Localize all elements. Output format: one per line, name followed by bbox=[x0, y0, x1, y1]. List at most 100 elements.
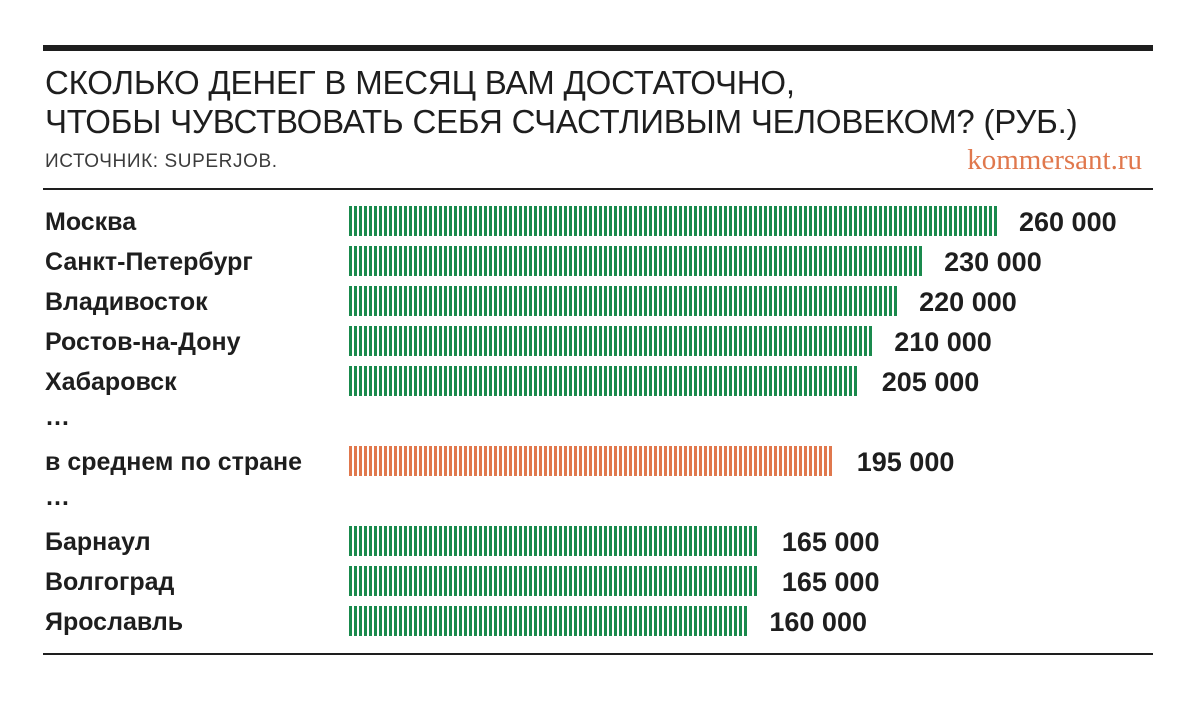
bar-stripe bbox=[524, 246, 527, 276]
bar-stripe bbox=[394, 606, 397, 636]
bar-stripe bbox=[379, 206, 382, 236]
bar-stripe bbox=[414, 526, 417, 556]
bar-stripe bbox=[819, 206, 822, 236]
bar-stripe bbox=[894, 286, 897, 316]
bar-stripe bbox=[779, 366, 782, 396]
bar-stripe bbox=[559, 286, 562, 316]
bar-stripe bbox=[529, 566, 532, 596]
bar-stripe bbox=[569, 246, 572, 276]
bar-stripe bbox=[644, 606, 647, 636]
bar-stripe bbox=[394, 566, 397, 596]
bar-stripe bbox=[474, 286, 477, 316]
bar-stripe bbox=[709, 286, 712, 316]
bar-stripe bbox=[579, 446, 582, 476]
bar-stripe bbox=[829, 366, 832, 396]
bar-stripe bbox=[889, 206, 892, 236]
bar-stripe bbox=[359, 246, 362, 276]
bar-stripe bbox=[894, 246, 897, 276]
bar-stripe bbox=[544, 606, 547, 636]
bar-stripe bbox=[814, 366, 817, 396]
bar bbox=[349, 246, 922, 276]
bar-stripe bbox=[959, 206, 962, 236]
bar-stripe bbox=[564, 606, 567, 636]
bar-stripe bbox=[839, 366, 842, 396]
bar-stripe bbox=[419, 326, 422, 356]
bar-stripe bbox=[719, 286, 722, 316]
bar-stripe bbox=[529, 206, 532, 236]
bar-stripe bbox=[354, 526, 357, 556]
bar-stripe bbox=[409, 566, 412, 596]
bar-stripe bbox=[349, 286, 352, 316]
bar-stripe bbox=[864, 326, 867, 356]
bar-stripe bbox=[614, 366, 617, 396]
bar-stripe bbox=[499, 246, 502, 276]
bar-stripe bbox=[389, 606, 392, 636]
bar-stripe bbox=[704, 206, 707, 236]
bar-stripe bbox=[624, 286, 627, 316]
bar-stripe bbox=[464, 566, 467, 596]
bar-stripe bbox=[509, 326, 512, 356]
bar-stripe bbox=[484, 446, 487, 476]
bar-stripe bbox=[829, 206, 832, 236]
bar-stripe bbox=[389, 446, 392, 476]
bar-stripe bbox=[874, 246, 877, 276]
bar-stripe bbox=[739, 526, 742, 556]
bar-stripe bbox=[539, 326, 542, 356]
bar-stripe bbox=[514, 366, 517, 396]
bar-stripe bbox=[419, 286, 422, 316]
bar-stripe bbox=[644, 366, 647, 396]
bar-stripe bbox=[714, 286, 717, 316]
bar-stripe bbox=[489, 326, 492, 356]
bar-stripe bbox=[704, 526, 707, 556]
bar-stripe bbox=[494, 206, 497, 236]
bar-stripe bbox=[989, 206, 992, 236]
bar-stripe bbox=[674, 366, 677, 396]
bar-stripe bbox=[699, 326, 702, 356]
bar-stripe bbox=[504, 606, 507, 636]
bar-stripe bbox=[599, 286, 602, 316]
bar-stripe bbox=[684, 246, 687, 276]
bar-stripe bbox=[374, 286, 377, 316]
bar-stripe bbox=[354, 606, 357, 636]
bar-stripe bbox=[879, 286, 882, 316]
bar-stripe bbox=[424, 566, 427, 596]
bar-stripe bbox=[514, 446, 517, 476]
bar-stripe bbox=[619, 526, 622, 556]
bar-stripe bbox=[429, 246, 432, 276]
bar-stripe bbox=[744, 326, 747, 356]
bar-stripe bbox=[434, 566, 437, 596]
bar-stripe bbox=[724, 206, 727, 236]
bar-stripe bbox=[609, 606, 612, 636]
bar-stripe bbox=[369, 526, 372, 556]
bar-stripe bbox=[459, 566, 462, 596]
bar-stripe bbox=[429, 606, 432, 636]
bar-stripe bbox=[744, 446, 747, 476]
bar-stripe bbox=[414, 286, 417, 316]
bar-stripe bbox=[824, 326, 827, 356]
bar-stripe bbox=[459, 606, 462, 636]
bar-stripe bbox=[729, 526, 732, 556]
bar-stripe bbox=[579, 566, 582, 596]
bar-stripe bbox=[399, 526, 402, 556]
bar-stripe bbox=[734, 606, 737, 636]
bar-stripe bbox=[564, 366, 567, 396]
bar-stripe bbox=[484, 606, 487, 636]
bar-stripe bbox=[614, 326, 617, 356]
bar-stripe bbox=[629, 246, 632, 276]
bar-stripe bbox=[444, 606, 447, 636]
bar-stripe bbox=[489, 366, 492, 396]
bar-stripe bbox=[379, 366, 382, 396]
bar-stripe bbox=[364, 326, 367, 356]
bar-stripe bbox=[619, 246, 622, 276]
bar-stripe bbox=[534, 566, 537, 596]
bar-stripe bbox=[389, 566, 392, 596]
bar-stripe bbox=[439, 526, 442, 556]
bar-stripe bbox=[579, 326, 582, 356]
bar-stripe bbox=[579, 526, 582, 556]
bar-stripe bbox=[714, 566, 717, 596]
bar-stripe bbox=[494, 246, 497, 276]
bar-stripe bbox=[574, 566, 577, 596]
value-label: 205 000 bbox=[882, 367, 980, 397]
bar-stripe bbox=[679, 366, 682, 396]
bar-stripe bbox=[444, 526, 447, 556]
